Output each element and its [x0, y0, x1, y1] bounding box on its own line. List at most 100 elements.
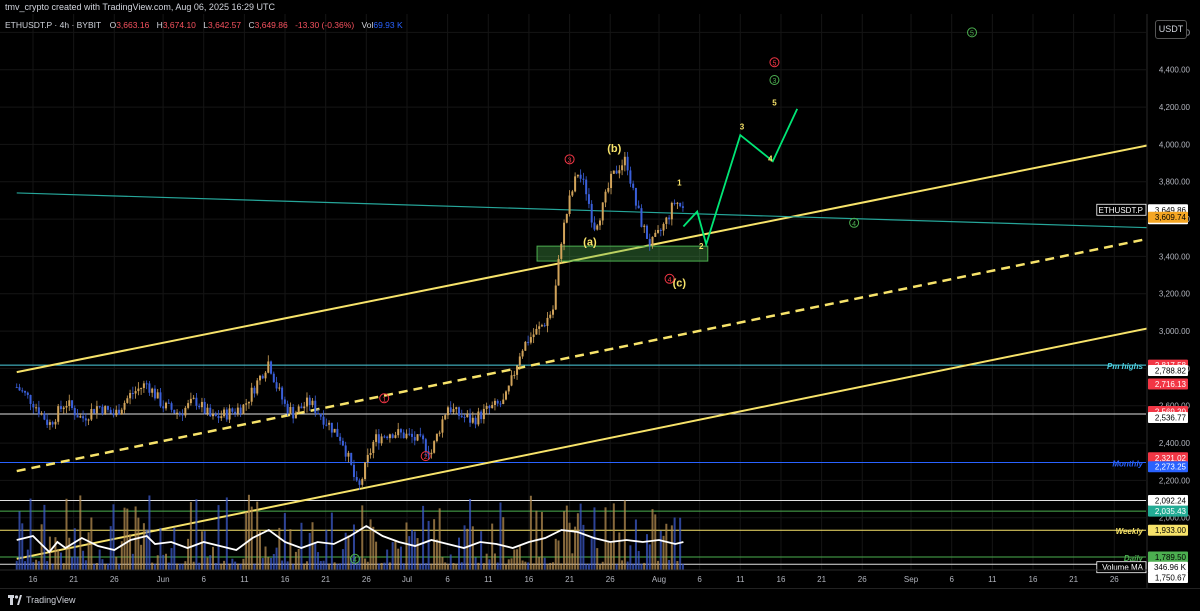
horizontal-levels: Pm highs Monthly Weekly Daily	[0, 362, 1146, 565]
price-axis[interactable]: 2,000.002,200.002,400.002,600.002,800.00…	[1146, 0, 1200, 588]
candle-body	[657, 229, 660, 233]
candle-body	[131, 393, 134, 395]
volume-bar	[499, 502, 502, 570]
candle-body	[643, 225, 646, 227]
volume-bar	[319, 561, 322, 570]
price-tag-name: Volume MA	[1102, 563, 1144, 572]
volume-bar	[538, 557, 541, 570]
volume-bar	[159, 527, 162, 570]
volume-bar	[402, 563, 405, 570]
time-tick-label: 26	[858, 575, 867, 584]
candle-body	[665, 217, 668, 224]
chart-credit: tmv_crypto created with TradingView.com,…	[5, 2, 275, 12]
candle-body	[156, 392, 159, 399]
candle-body	[43, 413, 46, 420]
volume-bar	[156, 555, 159, 570]
volume-bar	[441, 557, 444, 570]
time-tick-label: 26	[1110, 575, 1119, 584]
volume-bar	[651, 509, 654, 570]
volume-bar	[551, 562, 554, 570]
candle-body	[311, 400, 314, 405]
time-axis[interactable]: 16 21 26 Jun 6 11 16 21 26 Jul 6 11 16 21 26 Aug 6 11 16 21…	[0, 569, 1147, 584]
candle-body	[231, 408, 234, 412]
volume-bar	[380, 562, 383, 570]
candle-body	[565, 214, 568, 223]
volume-bar	[662, 535, 665, 570]
volume-bar	[587, 563, 590, 570]
low-value: 3,642.57	[208, 20, 242, 30]
volume-bar	[391, 542, 394, 570]
volume-bar	[405, 522, 408, 570]
candle-body	[416, 434, 419, 441]
volume-bar	[485, 553, 488, 570]
volume-bar	[68, 537, 71, 570]
volume-bar	[82, 550, 85, 570]
volume-bar	[444, 562, 447, 570]
volume-bar	[79, 495, 82, 570]
wave-label: 3	[740, 123, 745, 132]
candle-body	[134, 391, 137, 394]
price-tick-label: 3,200.00	[1159, 290, 1191, 299]
volume-bar	[408, 536, 411, 570]
price-tag-name-bg	[1096, 203, 1147, 216]
candle-body	[388, 434, 391, 439]
volume-bar	[347, 535, 350, 570]
volume-bar	[540, 511, 543, 570]
price-tick-label: 2,400.00	[1159, 439, 1191, 448]
candle-body	[551, 309, 554, 315]
candle-body	[120, 409, 123, 415]
volume-bar	[665, 523, 668, 570]
projection-path	[682, 108, 799, 248]
price-tag-value: 2,092.24	[1155, 497, 1187, 506]
candle-body	[59, 406, 62, 410]
volume-bar	[532, 563, 535, 570]
wave-label: 1	[677, 179, 682, 188]
volume-bar	[48, 536, 51, 570]
volume-bar	[308, 532, 311, 570]
volume-bar	[375, 541, 378, 570]
symbol-title[interactable]: ETHUSDT.P · 4h · BYBIT	[5, 20, 102, 30]
candle-body	[48, 422, 51, 425]
price-tag-bg	[1148, 551, 1188, 563]
candle-body	[485, 405, 488, 409]
volume-bar	[458, 537, 461, 570]
candle-body	[598, 220, 601, 226]
candle-body	[510, 375, 513, 386]
volume-bar	[106, 563, 109, 570]
candle-body	[471, 417, 474, 423]
volume-bar	[142, 523, 145, 570]
candle-body	[527, 341, 530, 343]
candle-body	[430, 452, 433, 455]
candle-body	[101, 406, 104, 414]
candle-body	[673, 202, 676, 204]
candle-body	[192, 397, 195, 399]
candle-body	[621, 165, 624, 171]
candle-body	[377, 434, 380, 444]
candle-body	[165, 402, 168, 409]
candle-body	[308, 397, 311, 405]
candle-body	[615, 170, 618, 174]
bottom-bar: TradingView	[0, 588, 1200, 611]
time-tick-label: 16	[29, 575, 38, 584]
volume-bar	[87, 532, 90, 570]
candle-body	[344, 445, 347, 457]
volume-bar	[527, 562, 530, 570]
volume-bar	[126, 508, 129, 570]
candle-body	[679, 202, 682, 207]
candle-body	[181, 414, 184, 416]
close-value: 3,649.86	[254, 20, 288, 30]
candle-body	[258, 375, 261, 381]
candle-body	[576, 174, 579, 177]
volume-bar	[424, 563, 427, 570]
price-tag-bg	[1148, 452, 1188, 464]
candle-body	[516, 365, 519, 375]
candle-body	[151, 388, 154, 393]
candle-body	[54, 421, 57, 425]
volume-bar	[654, 514, 657, 570]
volume-bar	[645, 534, 648, 570]
candle-body	[405, 433, 408, 439]
candle-body	[477, 411, 480, 425]
currency-button[interactable]: USDT	[1155, 20, 1187, 39]
volume-bar	[574, 526, 577, 570]
